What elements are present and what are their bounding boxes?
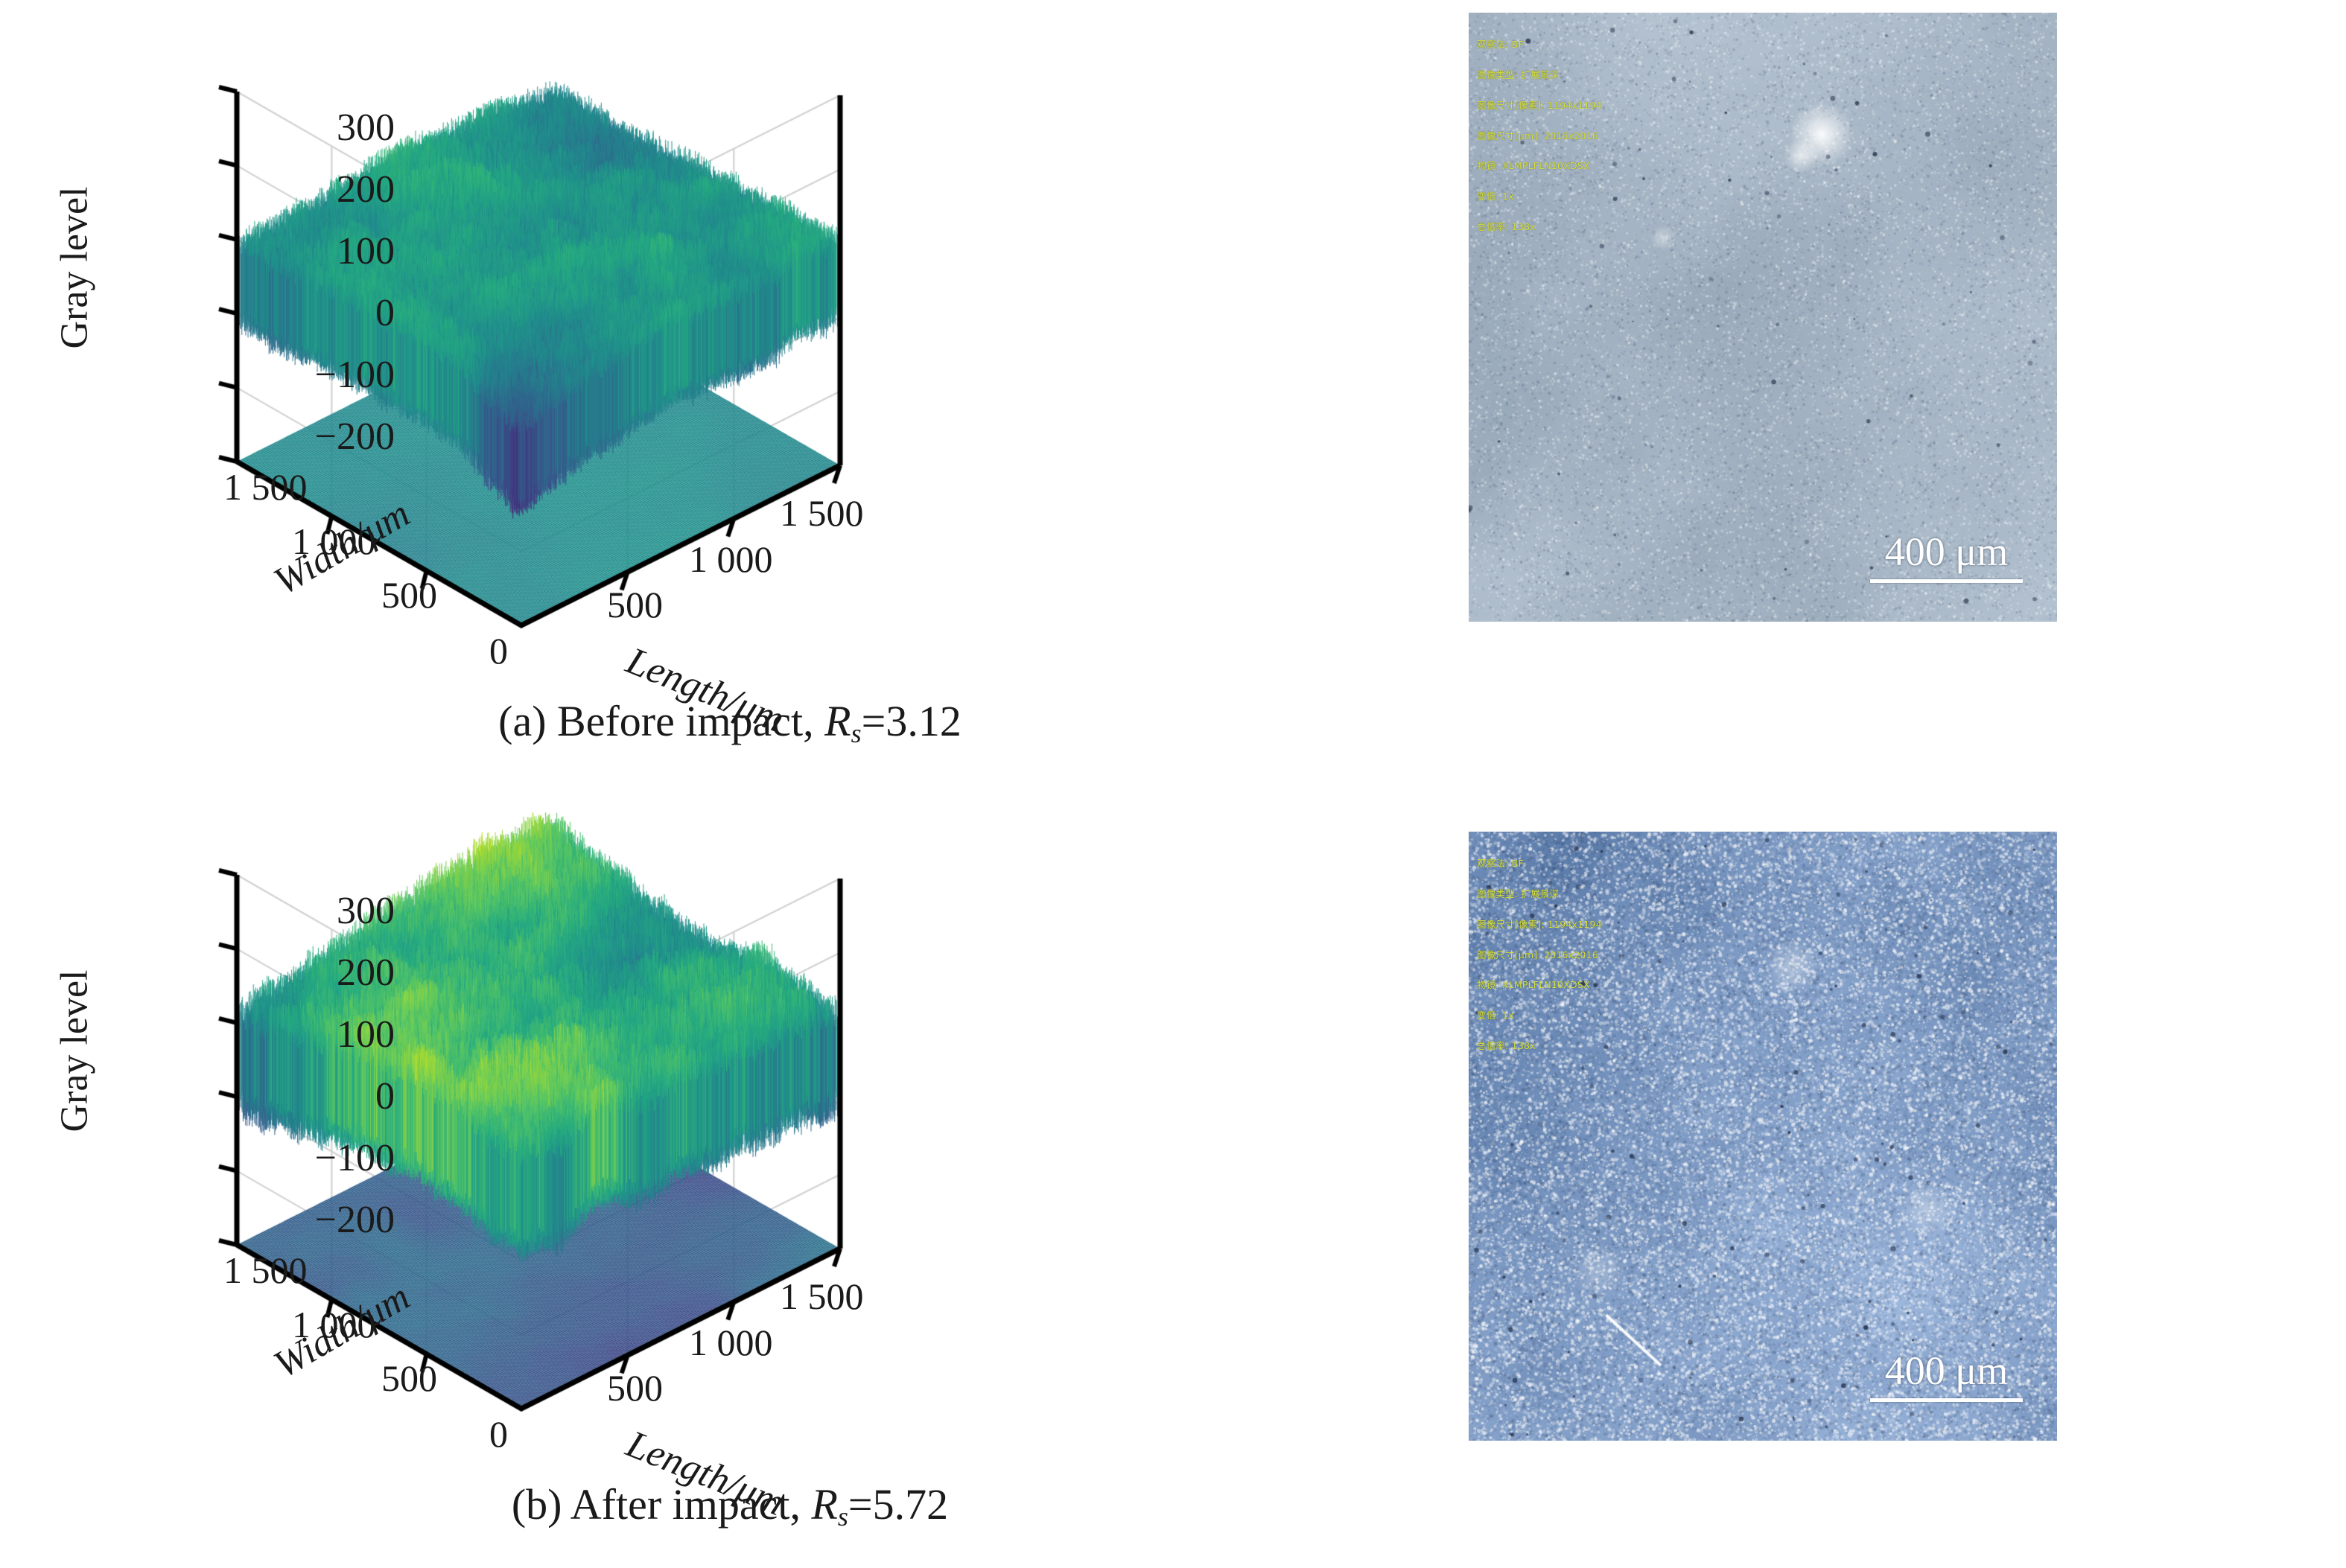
meta-line-zoom-a: 变倍: 1x [1477,191,1514,203]
z-tick-neg200-a: −200 [314,415,395,458]
z-tick-100-b: 100 [337,1013,395,1056]
length-tick-1000-a: 1 000 [689,538,773,580]
z-tick-neg100-b: −100 [314,1137,395,1179]
caption-b-prefix: (b) After impact, [511,1480,812,1529]
meta-line-observation-b: 观察法: BF [1477,858,1524,870]
surface-plot-a: Gray level 300 200 100 0 −100 −200 1 500… [0,0,1415,774]
scale-bar-label-a: 400 μm [1884,529,2009,574]
width-tick-1500-a: 1 500 [223,466,308,508]
caption-b-symbol: R [811,1480,838,1529]
scale-bar-rule-a [1870,579,2023,583]
width-tick-1000-a: 1 000 [292,520,376,562]
meta-line-total-b: 总倍率: 138x [1477,1039,1536,1051]
z-tick-200-b: 200 [337,952,395,994]
length-tick-1000-b: 1 000 [689,1322,773,1363]
meta-line-sizepx-a: 图像尺寸[像素]: 1194x1194 [1477,99,1602,111]
meta-line-imagetype-b: 图像类型: 扩展景深 [1477,887,1560,899]
z-axis-label-a: Gray level [53,186,96,349]
micrograph-canvas-a [1469,13,2057,622]
z-tick-300-a: 300 [337,106,395,149]
width-tick-500-a: 500 [381,574,437,616]
z-tick-300-b: 300 [337,890,395,932]
length-tick-0-a: 0 [489,630,508,672]
z-tick-200-a: 200 [337,168,395,211]
width-tick-500-b: 500 [381,1357,437,1399]
width-tick-1500-b: 1 500 [223,1249,308,1291]
length-tick-1500-a: 1 500 [780,492,864,534]
meta-line-observation-a: 观察法: BF [1477,39,1524,51]
scale-bar-a: 400 μm [1870,530,2023,583]
z-tick-100-a: 100 [337,230,395,273]
caption-a-value: =3.12 [861,697,961,745]
width-tick-1000-b: 1 000 [292,1304,376,1345]
meta-line-sizeum-a: 图像尺寸[μm]: 2016x2016 [1477,130,1598,141]
meta-line-sizeum-b: 图像尺寸[μm]: 2016x2016 [1477,949,1598,960]
micrograph-overlay-metadata-b: 观察法: BF 图像类型: 扩展景深 图像尺寸[像素]: 1194x1194 图… [1477,838,1602,1071]
scale-bar-rule-b [1870,1398,2023,1402]
panel-b: Gray level 300 200 100 0 −100 −200 1 500… [0,783,2057,1568]
length-tick-1500-b: 1 500 [780,1275,864,1317]
micrograph-overlay-metadata-a: 观察法: BF 图像类型: 扩展景深 图像尺寸[像素]: 1194x1194 图… [1477,19,1602,252]
micrograph-a: 观察法: BF 图像类型: 扩展景深 图像尺寸[像素]: 1194x1194 图… [1469,13,2057,622]
micrograph-canvas-b [1469,832,2057,1441]
length-tick-0-b: 0 [489,1413,508,1455]
length-tick-500-a: 500 [607,584,663,625]
micrograph-b: 观察法: BF 图像类型: 扩展景深 图像尺寸[像素]: 1194x1194 图… [1469,832,2057,1441]
z-axis-label-b: Gray level [53,969,96,1132]
z-tick-neg200-b: −200 [314,1199,395,1241]
meta-line-objective-a: 物镜: XLMPLFLN10XDSX [1477,160,1590,172]
surface-canvas-a [0,0,1415,774]
length-tick-500-b: 500 [607,1367,663,1409]
z-tick-neg100-a: −100 [314,354,395,396]
caption-b: (b) After impact, Rs=5.72 [313,1479,1147,1532]
meta-line-total-a: 总倍率: 138x [1477,220,1536,232]
meta-line-zoom-b: 变倍: 1x [1477,1010,1514,1022]
caption-b-sub: s [837,1501,848,1532]
caption-a-prefix: (a) Before impact, [498,697,825,745]
caption-a: (a) Before impact, Rs=3.12 [313,696,1147,749]
z-tick-0-b: 0 [375,1075,395,1118]
z-tick-0-a: 0 [375,292,395,334]
scale-bar-b: 400 μm [1870,1349,2023,1402]
meta-line-imagetype-a: 图像类型: 扩展景深 [1477,68,1560,80]
meta-line-sizepx-b: 图像尺寸[像素]: 1194x1194 [1477,918,1602,930]
panel-a: Gray level 300 200 100 0 −100 −200 1 500… [0,0,2057,785]
caption-b-value: =5.72 [848,1480,949,1529]
meta-line-objective-b: 物镜: XLMPLFLN10XDSX [1477,979,1590,991]
caption-a-symbol: R [824,697,851,745]
caption-a-sub: s [851,718,862,748]
scale-bar-label-b: 400 μm [1884,1348,2009,1393]
surface-plot-b: Gray level 300 200 100 0 −100 −200 1 500… [0,783,1415,1558]
surface-canvas-b [0,783,1415,1558]
